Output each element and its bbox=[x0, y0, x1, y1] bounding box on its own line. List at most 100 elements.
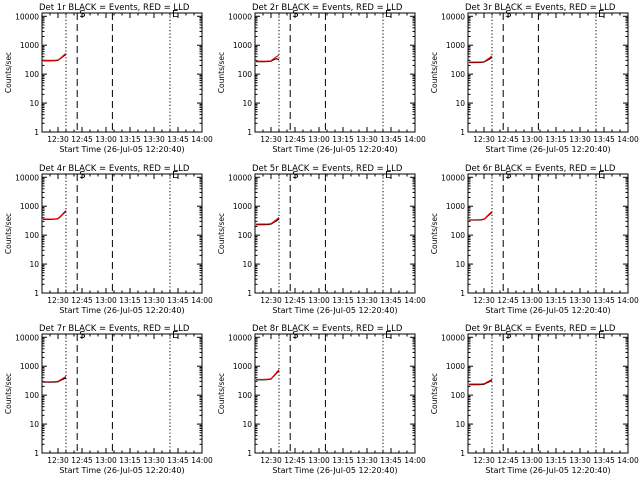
lld-series-line bbox=[256, 369, 280, 380]
x-tick-label: 13:30 bbox=[569, 135, 591, 144]
x-axis-label: Start Time (26-Jul-05 12:20:40) bbox=[59, 145, 184, 154]
y-tick-label: 100 bbox=[238, 391, 253, 400]
plot-title: Det 6r BLACK = Events, RED = LLD bbox=[465, 164, 616, 174]
x-axis-label: Start Time (26-Jul-05 12:20:40) bbox=[485, 306, 610, 315]
x-tick-label: 12:45 bbox=[71, 456, 93, 465]
x-axis-label: Start Time (26-Jul-05 12:20:40) bbox=[485, 145, 610, 154]
y-tick-label: 10 bbox=[242, 260, 252, 269]
y-axis-label: Counts/sec bbox=[217, 373, 226, 414]
y-tick-label: 1000 bbox=[446, 362, 465, 371]
x-tick-label: 13:45 bbox=[380, 296, 402, 305]
x-tick-label: 12:45 bbox=[497, 456, 519, 465]
marker-label: S bbox=[505, 330, 511, 341]
x-tick-label: 12:45 bbox=[284, 296, 306, 305]
events-series-line bbox=[256, 370, 280, 381]
x-tick-label: 13:15 bbox=[545, 456, 567, 465]
plot-panel-2: Det 2r BLACK = Events, RED = LLD 1 10 100 10… bbox=[217, 3, 426, 154]
x-tick-label: 13:45 bbox=[593, 135, 615, 144]
plot-panel-3: Det 3r BLACK = Events, RED = LLD 1 10 100 10… bbox=[430, 3, 639, 154]
x-tick-label: 13:15 bbox=[332, 296, 354, 305]
y-tick-label: 10000 bbox=[228, 12, 252, 21]
x-tick-label: 12:45 bbox=[284, 456, 306, 465]
y-tick-label: 1000 bbox=[233, 202, 252, 211]
plot-panel-9: Det 9r BLACK = Events, RED = LLD 1 10 100 10… bbox=[430, 324, 639, 475]
x-axis-label: Start Time (26-Jul-05 12:20:40) bbox=[272, 145, 397, 154]
x-tick-label: 13:45 bbox=[593, 456, 615, 465]
events-series-line bbox=[256, 218, 280, 226]
x-tick-label: 12:30 bbox=[260, 135, 282, 144]
y-tick-label: 10 bbox=[242, 99, 252, 108]
events-series-line bbox=[469, 211, 493, 221]
marker-label: E bbox=[172, 9, 178, 20]
y-tick-label: 1 bbox=[34, 128, 39, 137]
x-tick-label: 13:30 bbox=[143, 296, 165, 305]
y-tick-label: 10000 bbox=[441, 173, 465, 182]
y-tick-label: 10 bbox=[29, 260, 39, 269]
x-tick-label: 12:45 bbox=[71, 296, 93, 305]
x-tick-label: 13:45 bbox=[593, 296, 615, 305]
lld-series-line bbox=[469, 55, 493, 63]
y-tick-label: 100 bbox=[25, 391, 40, 400]
y-tick-label: 1000 bbox=[233, 41, 252, 50]
y-tick-label: 1 bbox=[34, 289, 39, 298]
plot-title: Det 4r BLACK = Events, RED = LLD bbox=[39, 164, 190, 174]
marker-label: S bbox=[79, 170, 85, 181]
plot-panel-4: Det 4r BLACK = Events, RED = LLD 1 10 100 10… bbox=[4, 164, 213, 315]
x-tick-label: 12:30 bbox=[473, 296, 495, 305]
y-tick-label: 100 bbox=[451, 70, 466, 79]
x-tick-label: 14:00 bbox=[191, 296, 213, 305]
events-series-line bbox=[43, 210, 67, 220]
y-axis-label: Counts/sec bbox=[4, 52, 13, 93]
x-tick-label: 14:00 bbox=[191, 456, 213, 465]
x-tick-label: 13:15 bbox=[545, 135, 567, 144]
marker-label: S bbox=[505, 170, 511, 181]
marker-label: E bbox=[598, 9, 604, 20]
x-tick-label: 14:00 bbox=[617, 135, 639, 144]
y-tick-label: 10 bbox=[29, 99, 39, 108]
y-tick-label: 1000 bbox=[233, 362, 252, 371]
y-tick-label: 10000 bbox=[441, 12, 465, 21]
y-tick-label: 1 bbox=[460, 449, 465, 458]
marker-label: S bbox=[292, 330, 298, 341]
x-tick-label: 14:00 bbox=[404, 456, 426, 465]
y-tick-label: 1 bbox=[460, 289, 465, 298]
y-tick-label: 100 bbox=[25, 70, 40, 79]
y-axis-label: Counts/sec bbox=[430, 373, 439, 414]
x-tick-label: 12:30 bbox=[47, 135, 69, 144]
lld-series-line bbox=[469, 210, 493, 221]
x-tick-label: 12:30 bbox=[473, 135, 495, 144]
y-tick-label: 10 bbox=[455, 99, 465, 108]
y-tick-label: 1 bbox=[34, 449, 39, 458]
y-tick-label: 10 bbox=[242, 420, 252, 429]
y-tick-label: 1000 bbox=[446, 41, 465, 50]
y-tick-label: 1 bbox=[247, 449, 252, 458]
marker-label: E bbox=[172, 170, 178, 181]
y-tick-label: 10000 bbox=[228, 173, 252, 182]
marker-label: S bbox=[79, 330, 85, 341]
plot-panel-6: Det 6r BLACK = Events, RED = LLD 1 10 100 10… bbox=[430, 164, 639, 315]
marker-label: S bbox=[79, 9, 85, 20]
x-tick-label: 13:45 bbox=[167, 135, 189, 144]
plot-title: Det 2r BLACK = Events, RED = LLD bbox=[252, 3, 403, 13]
x-tick-label: 13:00 bbox=[308, 135, 330, 144]
x-tick-label: 14:00 bbox=[617, 296, 639, 305]
x-tick-label: 12:30 bbox=[473, 456, 495, 465]
marker-label: S bbox=[505, 9, 511, 20]
marker-label: S bbox=[292, 9, 298, 20]
y-tick-label: 10000 bbox=[228, 333, 252, 342]
x-tick-label: 13:00 bbox=[95, 456, 117, 465]
x-tick-label: 13:00 bbox=[95, 296, 117, 305]
y-tick-label: 1 bbox=[460, 128, 465, 137]
y-axis-label: Counts/sec bbox=[430, 52, 439, 93]
marker-label: E bbox=[385, 9, 391, 20]
x-tick-label: 14:00 bbox=[191, 135, 213, 144]
x-axis-label: Start Time (26-Jul-05 12:20:40) bbox=[59, 466, 184, 475]
y-tick-label: 100 bbox=[451, 391, 466, 400]
x-tick-label: 12:30 bbox=[47, 456, 69, 465]
x-tick-label: 12:45 bbox=[497, 135, 519, 144]
marker-label: E bbox=[385, 330, 391, 341]
x-tick-label: 13:15 bbox=[119, 296, 141, 305]
lld-series-line bbox=[43, 52, 67, 61]
